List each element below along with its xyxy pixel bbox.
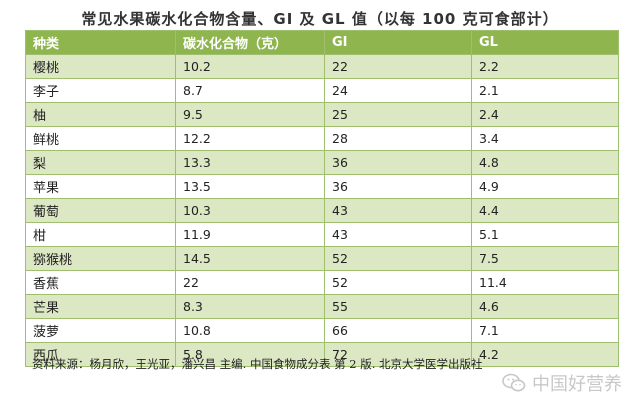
- gl-value: 4.4: [471, 198, 619, 223]
- carbohydrate-value: 22: [175, 270, 325, 295]
- gi-value: 43: [324, 222, 472, 247]
- table-row: 芒果 8.3 55 4.6: [25, 294, 619, 319]
- fruit-name: 苹果: [25, 174, 176, 199]
- gi-value: 43: [324, 198, 472, 223]
- table-row: 鲜桃 12.2 28 3.4: [25, 126, 619, 151]
- column-header-gi: GI: [324, 30, 472, 55]
- gi-value: 36: [324, 174, 472, 199]
- column-header-kind: 种类: [25, 30, 176, 55]
- wechat-icon: [502, 373, 526, 393]
- fruit-table: 种类 碳水化合物（克） GI GL 樱桃 10.2 22 2.2 李子 8.7 …: [25, 30, 619, 367]
- fruit-name: 鲜桃: [25, 126, 176, 151]
- table-row: 李子 8.7 24 2.1: [25, 78, 619, 103]
- table-row: 柑 11.9 43 5.1: [25, 222, 619, 247]
- gl-value: 4.9: [471, 174, 619, 199]
- gl-value: 4.8: [471, 150, 619, 175]
- gl-value: 7.5: [471, 246, 619, 271]
- table-row: 菠萝 10.8 66 7.1: [25, 318, 619, 343]
- table-title: 常见水果碳水化合物含量、GI 及 GL 值（以每 100 克可食部计）: [81, 10, 559, 28]
- carbohydrate-value: 13.3: [175, 150, 325, 175]
- table-header-row: 种类 碳水化合物（克） GI GL: [25, 30, 619, 55]
- column-header-gl: GL: [471, 30, 619, 55]
- fruit-name: 李子: [25, 78, 176, 103]
- gi-value: 25: [324, 102, 472, 127]
- gl-value: 2.1: [471, 78, 619, 103]
- fruit-name: 西瓜: [25, 342, 176, 367]
- gi-value: 22: [324, 54, 472, 79]
- carbohydrate-value: 10.3: [175, 198, 325, 223]
- gl-value: 2.4: [471, 102, 619, 127]
- fruit-name: 柑: [25, 222, 176, 247]
- gi-value: 24: [324, 78, 472, 103]
- source-citation: 资料来源：杨月欣，王光亚，潘兴昌 主编. 中国食物成分表 第 2 版. 北京大学…: [32, 357, 483, 371]
- table-row: 柚 9.5 25 2.4: [25, 102, 619, 127]
- carbohydrate-value: 8.7: [175, 78, 325, 103]
- gl-value: 11.4: [471, 270, 619, 295]
- gi-value: 52: [324, 246, 472, 271]
- carbohydrate-value: 10.2: [175, 54, 325, 79]
- gl-value: 3.4: [471, 126, 619, 151]
- fruit-name: 柚: [25, 102, 176, 127]
- gi-value: 28: [324, 126, 472, 151]
- fruit-name: 葡萄: [25, 198, 176, 223]
- fruit-name: 樱桃: [25, 54, 176, 79]
- carbohydrate-value: 9.5: [175, 102, 325, 127]
- carbohydrate-value: 13.5: [175, 174, 325, 199]
- table-row: 猕猴桃 14.5 52 7.5: [25, 246, 619, 271]
- gl-value: 7.1: [471, 318, 619, 343]
- gl-value: 4.6: [471, 294, 619, 319]
- fruit-name: 菠萝: [25, 318, 176, 343]
- table-row: 梨 13.3 36 4.8: [25, 150, 619, 175]
- carbohydrate-value: 8.3: [175, 294, 325, 319]
- table-row: 苹果 13.5 36 4.9: [25, 174, 619, 199]
- gi-value: 55: [324, 294, 472, 319]
- table-row: 樱桃 10.2 22 2.2: [25, 54, 619, 79]
- table-row: 香蕉 22 52 11.4: [25, 270, 619, 295]
- carbohydrate-value: 12.2: [175, 126, 325, 151]
- watermark-text: 中国好营养: [532, 374, 622, 395]
- carbohydrate-value: 14.5: [175, 246, 325, 271]
- carbohydrate-value: 10.8: [175, 318, 325, 343]
- fruit-name: 芒果: [25, 294, 176, 319]
- gl-value: 4.2: [471, 342, 619, 367]
- fruit-name: 香蕉: [25, 270, 176, 295]
- table-row: 西瓜 5.8 72 4.2: [25, 342, 619, 367]
- column-header-carbohydrate: 碳水化合物（克）: [175, 30, 325, 55]
- gi-value: 36: [324, 150, 472, 175]
- gl-value: 5.1: [471, 222, 619, 247]
- fruit-name: 梨: [25, 150, 176, 175]
- gl-value: 2.2: [471, 54, 619, 79]
- carbohydrate-value: 11.9: [175, 222, 325, 247]
- gi-value: 52: [324, 270, 472, 295]
- gi-value: 72: [324, 342, 472, 367]
- gi-value: 66: [324, 318, 472, 343]
- fruit-name: 猕猴桃: [25, 246, 176, 271]
- table-row: 葡萄 10.3 43 4.4: [25, 198, 619, 223]
- watermark: 中国好营养: [502, 370, 622, 396]
